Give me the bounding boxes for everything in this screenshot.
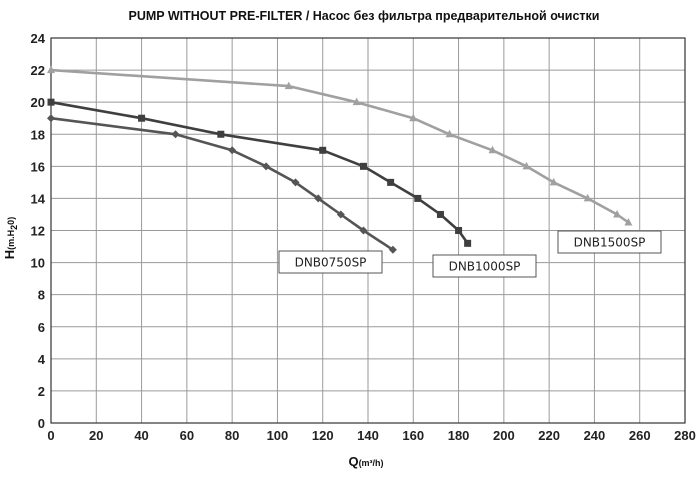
series-label-dnb1500sp: DNB1500SP (557, 230, 662, 254)
x-tick-label: 20 (89, 428, 103, 443)
series-label-dnb1500sp-text: DNB1500SP (574, 236, 646, 250)
series-label-dnb1000sp: DNB1000SP (432, 254, 537, 278)
x-axis-label-unit: (m³/h) (359, 458, 384, 468)
data-point (138, 114, 146, 122)
x-tick-label: 200 (493, 428, 515, 443)
x-axis-label-main: Q (348, 454, 358, 469)
series-label-dnb1000sp-text: DNB1000SP (449, 260, 521, 274)
x-tick-label: 240 (584, 428, 606, 443)
x-tick-label: 60 (180, 428, 194, 443)
data-point (314, 194, 323, 203)
x-tick-label: 220 (538, 428, 560, 443)
y-axis-label-subscript: 2 (9, 225, 19, 230)
data-point (336, 210, 345, 219)
data-point (217, 130, 225, 138)
x-tick-label: 100 (267, 428, 289, 443)
data-point (47, 98, 55, 106)
y-tick-label: 16 (31, 159, 45, 174)
series-label-dnb0750sp-text: DNB0750SP (295, 256, 367, 270)
y-tick-label: 10 (31, 256, 45, 271)
y-tick-label: 14 (31, 191, 46, 206)
data-point (488, 145, 497, 154)
data-point (583, 193, 592, 202)
data-point (228, 146, 237, 155)
data-point (319, 146, 327, 154)
chart-title: PUMP WITHOUT PRE-FILTER / Насос без филь… (129, 9, 600, 23)
data-point (455, 227, 463, 234)
data-point (464, 239, 472, 247)
series-label-dnb0750sp: DNB0750SP (278, 250, 383, 274)
data-point (359, 162, 367, 170)
data-point (522, 161, 531, 170)
series-dnb0750sp (47, 114, 397, 254)
y-tick-label: 8 (38, 288, 45, 303)
y-tick-label: 0 (38, 416, 45, 431)
x-tick-label: 180 (448, 428, 470, 443)
data-point (47, 65, 55, 74)
series-dnb1000sp (47, 98, 472, 247)
y-tick-label: 4 (38, 352, 46, 367)
x-axis-ticks: 0 20 40 60 80 100 120 140 160 180 200 220 240 260 280 (47, 428, 695, 443)
data-point (388, 245, 397, 254)
x-tick-label: 0 (47, 428, 54, 443)
series-line (50, 68, 630, 224)
y-axis-label-unit-end: 0) (6, 217, 16, 225)
y-axis-label: H(m.H20) (2, 217, 19, 259)
data-point (352, 97, 361, 106)
data-point (624, 217, 633, 226)
data-point (414, 194, 422, 202)
series-dnb1500sp (47, 65, 633, 226)
data-point (291, 178, 300, 187)
data-point (171, 130, 180, 139)
data-point (262, 162, 271, 171)
y-tick-label: 24 (31, 31, 46, 46)
data-point (549, 177, 558, 186)
data-point (387, 178, 395, 186)
x-axis-label: Q(m³/h) (348, 454, 383, 469)
x-tick-label: 260 (629, 428, 651, 443)
x-tick-label: 80 (225, 428, 239, 443)
plot-frame (50, 37, 686, 424)
data-point (445, 129, 454, 138)
y-tick-label: 6 (38, 320, 45, 335)
x-tick-label: 280 (674, 428, 696, 443)
series-line (50, 100, 469, 245)
y-tick-label: 22 (31, 63, 45, 78)
data-point (409, 113, 418, 122)
y-axis-label-main: H (2, 250, 17, 259)
x-tick-label: 40 (134, 428, 148, 443)
y-tick-label: 18 (31, 127, 45, 142)
y-tick-label: 20 (31, 95, 45, 110)
data-point (436, 210, 444, 218)
x-tick-label: 160 (402, 428, 424, 443)
y-axis-label-unit: (m.H (6, 230, 16, 250)
y-tick-label: 2 (38, 384, 45, 399)
series-layer (47, 65, 633, 254)
x-tick-label: 140 (357, 428, 379, 443)
data-point (47, 114, 55, 123)
data-point (613, 209, 622, 218)
data-point (284, 81, 293, 90)
x-tick-label: 120 (312, 428, 334, 443)
y-tick-label: 12 (31, 224, 45, 239)
data-point (359, 226, 368, 235)
